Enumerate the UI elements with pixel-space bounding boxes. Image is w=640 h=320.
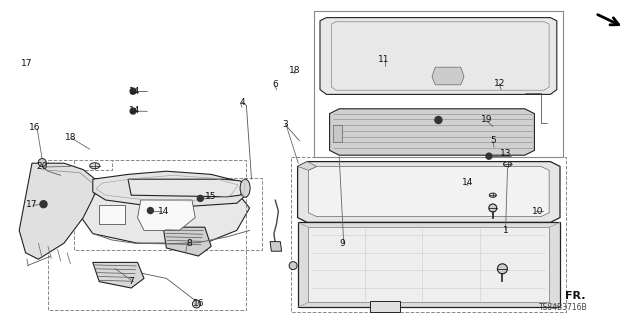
Text: 12: 12 [493, 79, 505, 88]
Polygon shape [432, 67, 464, 85]
Text: 6: 6 [273, 80, 278, 89]
Ellipse shape [289, 261, 297, 269]
Text: 5: 5 [490, 136, 495, 145]
Text: FR.: FR. [565, 291, 586, 301]
Polygon shape [128, 179, 248, 197]
Circle shape [40, 201, 47, 208]
Text: 17: 17 [26, 200, 38, 209]
Polygon shape [138, 200, 195, 230]
Polygon shape [77, 181, 250, 243]
Text: 3: 3 [282, 120, 287, 129]
Text: 13: 13 [500, 149, 511, 158]
Polygon shape [330, 109, 534, 155]
Text: 14: 14 [157, 207, 169, 216]
Polygon shape [333, 125, 342, 142]
Circle shape [435, 116, 442, 124]
Ellipse shape [240, 179, 250, 197]
Ellipse shape [504, 162, 511, 166]
Text: 18: 18 [65, 133, 76, 142]
Polygon shape [308, 166, 549, 217]
Text: TS84B3716B: TS84B3716B [539, 303, 588, 312]
Text: 16: 16 [193, 300, 204, 308]
Polygon shape [19, 163, 99, 259]
Ellipse shape [490, 193, 496, 197]
Text: 15: 15 [205, 192, 217, 201]
Polygon shape [298, 162, 560, 222]
Text: 9: 9 [340, 239, 345, 248]
Circle shape [197, 196, 204, 201]
Text: 18: 18 [289, 66, 300, 75]
Text: 11: 11 [378, 55, 390, 64]
Circle shape [486, 153, 492, 159]
Text: 17: 17 [21, 60, 33, 68]
Text: 8: 8 [186, 239, 191, 248]
Polygon shape [298, 162, 317, 170]
Circle shape [130, 108, 136, 114]
Ellipse shape [497, 264, 508, 274]
Polygon shape [308, 227, 549, 302]
Polygon shape [99, 205, 125, 224]
Ellipse shape [90, 163, 100, 169]
Polygon shape [93, 171, 250, 206]
Polygon shape [370, 301, 400, 312]
Text: 14: 14 [461, 178, 473, 187]
Polygon shape [163, 227, 211, 256]
Polygon shape [298, 222, 560, 307]
Ellipse shape [38, 158, 46, 166]
Text: 16: 16 [29, 124, 41, 132]
Circle shape [130, 88, 136, 94]
Circle shape [147, 208, 154, 213]
Text: 1: 1 [503, 226, 508, 235]
Polygon shape [93, 262, 144, 288]
Text: 4: 4 [239, 98, 244, 107]
Text: 14: 14 [129, 87, 140, 96]
Text: 14: 14 [129, 106, 140, 115]
Ellipse shape [193, 300, 200, 308]
Polygon shape [270, 242, 282, 251]
Text: 19: 19 [481, 116, 492, 124]
Ellipse shape [489, 204, 497, 212]
Polygon shape [320, 18, 557, 94]
Text: 10: 10 [532, 207, 543, 216]
Text: 20: 20 [36, 162, 47, 171]
Text: 7: 7 [129, 277, 134, 286]
